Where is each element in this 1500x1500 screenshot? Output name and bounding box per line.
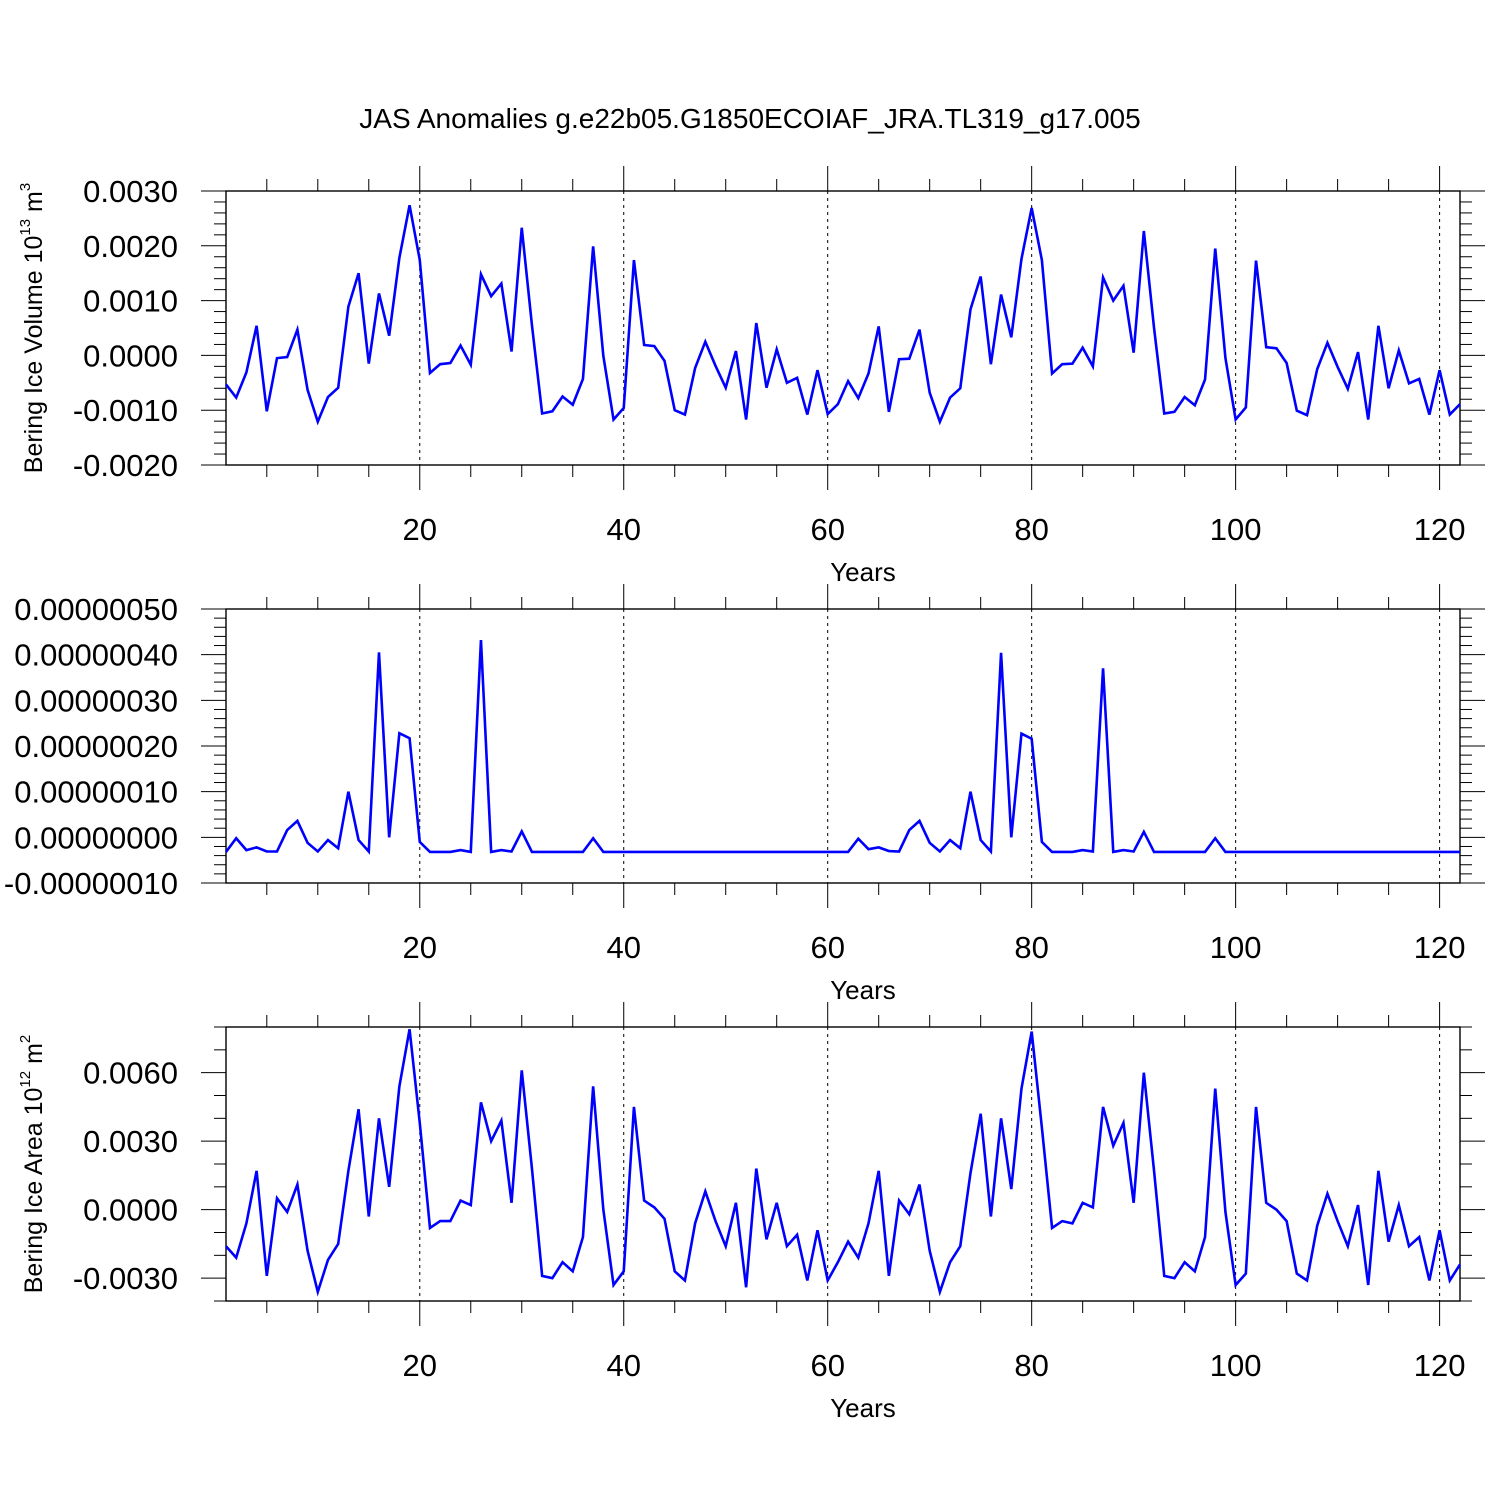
y-tick-label: 0.00000010: [14, 775, 178, 810]
y-axis-label: Bering Ice Volume 1013 m3: [17, 183, 48, 473]
x-axis-label: Years: [830, 1393, 896, 1423]
y-tick-label: 0.00000000: [14, 820, 178, 855]
y-tick-label: 0.00000040: [14, 638, 178, 673]
series-line: [224, 205, 1461, 426]
x-tick-label: 60: [810, 930, 844, 965]
x-tick-label: 40: [606, 512, 640, 547]
y-tick-label: 0.0000: [83, 338, 178, 373]
plots: 20 40 60 80 100 120 -0.0020 -0.0010 0.0000 0.0010…: [4, 166, 1485, 1423]
y-tick-label: 0.00000030: [14, 683, 178, 718]
x-axis-label: Years: [830, 557, 896, 587]
y-tick-label: -0.0020: [73, 448, 178, 483]
y-axis-label: Bering Ice Area 1012 m2: [17, 1035, 48, 1294]
x-tick-label: 120: [1414, 1348, 1466, 1383]
y-tick-label: 0.00000050: [14, 592, 178, 627]
chart-panel-1: 20 40 60 80 100 120 -0.0020 -0.0010 0.0000 0.0010…: [17, 166, 1485, 587]
series-line: [225, 1029, 1462, 1297]
x-tick-label: 40: [606, 930, 640, 965]
y-tick-label: 0.0030: [83, 1124, 178, 1159]
x-tick-label: 120: [1414, 512, 1466, 547]
x-tick-label: 20: [403, 930, 437, 965]
x-tick-label: 80: [1014, 1348, 1048, 1383]
x-tick-label: 60: [810, 512, 844, 547]
chart-panel-3: 20 40 60 80 100 120 -0.0030 0.0000 0.0030 0.0060 Y…: [17, 1002, 1485, 1423]
x-tick-label: 20: [403, 512, 437, 547]
y-tick-label: 0.0020: [83, 229, 178, 264]
y-tick-label: -0.0030: [73, 1261, 178, 1296]
x-tick-label: 80: [1014, 512, 1048, 547]
y-tick-label: 0.0010: [83, 284, 178, 319]
figure-title: JAS Anomalies g.e22b05.G1850ECOIAF_JRA.T…: [359, 103, 1140, 134]
plot-frame: [225, 1026, 1461, 1302]
x-tick-label: 100: [1210, 930, 1262, 965]
x-tick-label: 100: [1210, 1348, 1262, 1383]
y-tick-label: 0.0000: [83, 1193, 178, 1228]
plot-frame: [225, 190, 1461, 466]
x-axis-label: Years: [830, 975, 896, 1005]
x-tick-label: 20: [403, 1348, 437, 1383]
y-tick-label: 0.0060: [83, 1056, 178, 1091]
y-tick-label: 0.00000020: [14, 729, 178, 764]
chart-panel-2: 20 40 60 80 100 120 -0.00000010 0.00000000 0.000…: [4, 584, 1485, 1005]
y-tick-label: 0.0030: [83, 174, 178, 209]
series-line: [224, 639, 1460, 855]
x-tick-label: 100: [1210, 512, 1262, 547]
x-tick-label: 40: [606, 1348, 640, 1383]
x-tick-label: 60: [810, 1348, 844, 1383]
y-tick-label: -0.00000010: [4, 866, 178, 901]
y-tick-label: -0.0010: [73, 393, 178, 428]
x-tick-label: 80: [1014, 930, 1048, 965]
x-tick-label: 120: [1414, 930, 1466, 965]
